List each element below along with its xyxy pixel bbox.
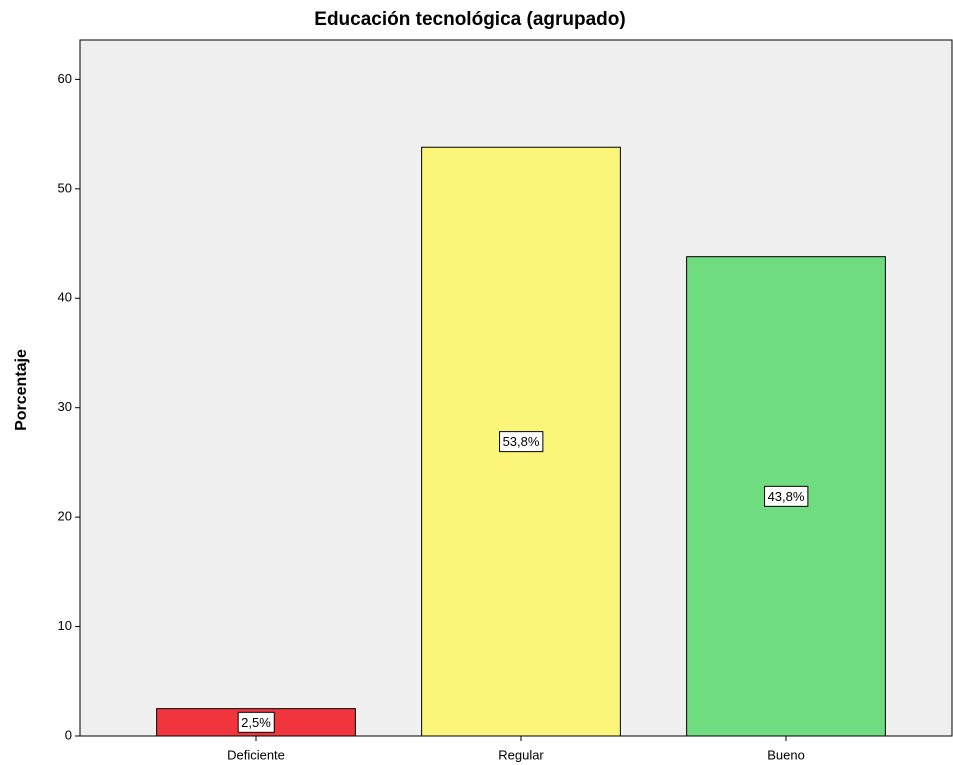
y-tick-label: 0 (65, 727, 72, 742)
x-tick-label: Regular (498, 747, 544, 762)
y-tick-label: 20 (58, 509, 72, 524)
value-label-box (499, 431, 544, 453)
chart-title: Educación tecnológica (agrupado) (314, 9, 625, 30)
y-tick-label: 60 (58, 71, 72, 86)
value-label-box (764, 485, 809, 507)
value-label-box (237, 711, 275, 733)
value-label: 2,5% (241, 715, 271, 730)
y-tick-label: 50 (58, 180, 72, 195)
y-tick-label: 10 (58, 618, 72, 633)
y-axis-label: Porcentaje (13, 349, 30, 431)
x-tick-label: Deficiente (227, 747, 285, 762)
y-tick-label: 40 (58, 290, 72, 305)
x-tick-label: Bueno (767, 747, 805, 762)
value-label: 53,8% (503, 434, 540, 449)
value-label: 43,8% (768, 489, 805, 504)
bar (421, 146, 621, 737)
y-tick-label: 30 (58, 399, 72, 414)
